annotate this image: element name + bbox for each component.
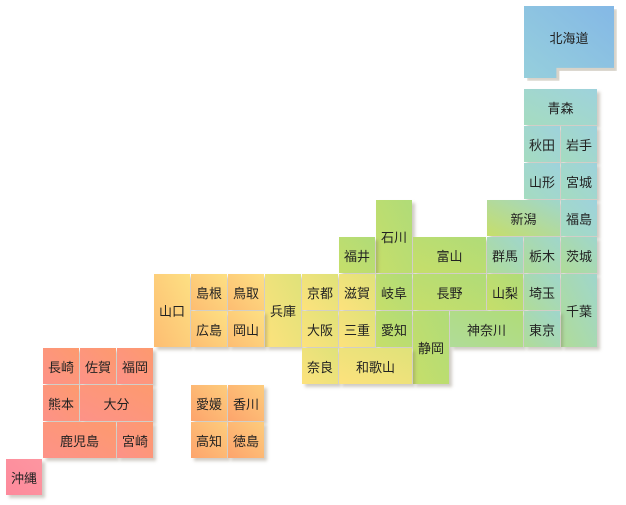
prefecture-label: 和歌山 (355, 360, 395, 376)
prefecture-label: 秋田 (528, 138, 555, 154)
prefecture-chubu[interactable]: 愛知 (376, 311, 412, 347)
prefecture-tohoku[interactable]: 秋田 (524, 126, 560, 162)
prefecture-label: 三重 (343, 323, 370, 339)
prefecture-tohoku[interactable]: 青森 (524, 89, 597, 125)
prefecture-tohoku[interactable]: 山形 (524, 163, 560, 199)
prefecture-label: 群馬 (491, 249, 518, 265)
prefecture-label: 熊本 (47, 397, 74, 413)
prefecture-label: 石川 (380, 231, 407, 246)
prefecture-label: 奈良 (306, 360, 333, 376)
prefecture-shikoku[interactable]: 愛媛 (191, 385, 227, 421)
prefecture-label: 愛知 (380, 323, 407, 339)
prefecture-label: 埼玉 (528, 286, 555, 302)
prefecture-chubu[interactable]: 長野 (413, 274, 486, 310)
prefecture-label: 山形 (528, 175, 555, 191)
prefecture-kanto[interactable]: 群馬 (487, 237, 523, 273)
prefecture-label: 宮崎 (121, 434, 148, 450)
prefecture-label: 京都 (306, 286, 333, 302)
prefecture-label: 佐賀 (84, 360, 111, 376)
prefecture-chubu[interactable]: 山梨 (487, 274, 523, 310)
prefecture-kinki[interactable]: 和歌山 (339, 348, 412, 384)
prefecture-kanto[interactable]: 神奈川 (450, 311, 523, 347)
prefecture-chubu[interactable]: 新潟 (487, 200, 560, 236)
prefecture-kyushu[interactable]: 熊本 (43, 385, 79, 421)
prefecture-label: 徳島 (232, 434, 259, 450)
prefecture-label: 山口 (158, 305, 185, 320)
prefecture-label: 千葉 (565, 305, 592, 320)
prefecture-chugoku[interactable]: 山口 (154, 274, 190, 347)
prefecture-label: 静岡 (417, 342, 444, 357)
prefecture-label: 福井 (343, 249, 370, 265)
prefecture-kyushu[interactable]: 福岡 (117, 348, 153, 384)
prefecture-hokkaido[interactable]: 北海道 (524, 6, 614, 78)
prefecture-kyushu[interactable]: 長崎 (43, 348, 79, 384)
prefecture-label: 鹿児島 (59, 434, 99, 450)
prefecture-kanto[interactable]: 東京 (524, 311, 560, 347)
prefecture-chubu[interactable]: 富山 (413, 237, 486, 273)
prefecture-kinki[interactable]: 京都 (302, 274, 338, 310)
prefecture-label: 茨城 (565, 249, 592, 265)
prefecture-chubu[interactable]: 静岡 (413, 311, 449, 384)
prefecture-tohoku[interactable]: 宮城 (561, 163, 597, 199)
prefecture-kinki[interactable]: 三重 (339, 311, 375, 347)
prefecture-shikoku[interactable]: 徳島 (228, 422, 264, 458)
prefecture-okinawa[interactable]: 沖縄 (6, 459, 42, 495)
prefecture-kinki[interactable]: 滋賀 (339, 274, 375, 310)
prefecture-label: 福岡 (121, 360, 148, 376)
prefecture-tohoku[interactable]: 岩手 (561, 126, 597, 162)
prefecture-label: 北海道 (549, 31, 589, 47)
prefecture-label: 宮城 (565, 175, 592, 191)
prefecture-label: 長崎 (47, 360, 74, 376)
prefecture-label: 高知 (195, 434, 222, 450)
prefecture-kinki[interactable]: 兵庫 (265, 274, 301, 347)
prefecture-label: 岐阜 (380, 286, 407, 302)
prefecture-label: 山梨 (491, 286, 518, 302)
prefecture-kanto[interactable]: 茨城 (561, 237, 597, 273)
prefecture-kanto[interactable]: 千葉 (561, 274, 597, 347)
prefecture-label: 兵庫 (269, 305, 296, 320)
prefecture-tohoku[interactable]: 福島 (561, 200, 597, 236)
prefecture-chugoku[interactable]: 広島 (191, 311, 227, 347)
prefecture-label: 栃木 (528, 249, 555, 265)
prefecture-label: 岩手 (565, 138, 592, 154)
prefecture-label: 大分 (103, 397, 130, 413)
prefecture-label: 大阪 (306, 323, 333, 339)
prefecture-label: 福島 (565, 212, 592, 228)
prefecture-kyushu[interactable]: 宮崎 (117, 422, 153, 458)
prefecture-shikoku[interactable]: 香川 (228, 385, 264, 421)
prefecture-label: 滋賀 (343, 286, 370, 302)
prefecture-label: 香川 (232, 397, 259, 413)
prefecture-chugoku[interactable]: 島根 (191, 274, 227, 310)
prefecture-kanto[interactable]: 栃木 (524, 237, 560, 273)
prefecture-label: 広島 (195, 323, 222, 339)
prefecture-label: 富山 (436, 249, 463, 265)
prefecture-chubu[interactable]: 福井 (339, 237, 375, 273)
prefecture-label: 東京 (528, 323, 555, 339)
prefecture-label: 岡山 (232, 323, 259, 339)
prefecture-label: 長野 (436, 286, 463, 302)
prefecture-label: 鳥取 (232, 286, 259, 302)
prefecture-kinki[interactable]: 奈良 (302, 348, 338, 384)
prefecture-chugoku[interactable]: 鳥取 (228, 274, 264, 310)
prefecture-chubu[interactable]: 岐阜 (376, 274, 412, 310)
prefecture-kanto[interactable]: 埼玉 (524, 274, 560, 310)
prefecture-label: 沖縄 (10, 471, 37, 487)
prefecture-kyushu[interactable]: 大分 (80, 385, 153, 421)
prefecture-chubu[interactable]: 石川 (376, 200, 412, 273)
prefecture-kyushu[interactable]: 佐賀 (80, 348, 116, 384)
prefecture-label: 愛媛 (195, 397, 222, 413)
prefecture-chugoku[interactable]: 岡山 (228, 311, 264, 347)
prefecture-kinki[interactable]: 大阪 (302, 311, 338, 347)
prefecture-label: 青森 (547, 101, 574, 117)
prefecture-shikoku[interactable]: 高知 (191, 422, 227, 458)
prefecture-kyushu[interactable]: 鹿児島 (43, 422, 116, 458)
prefecture-label: 島根 (195, 286, 222, 302)
prefecture-label: 神奈川 (466, 323, 506, 339)
prefecture-label: 新潟 (510, 212, 537, 228)
